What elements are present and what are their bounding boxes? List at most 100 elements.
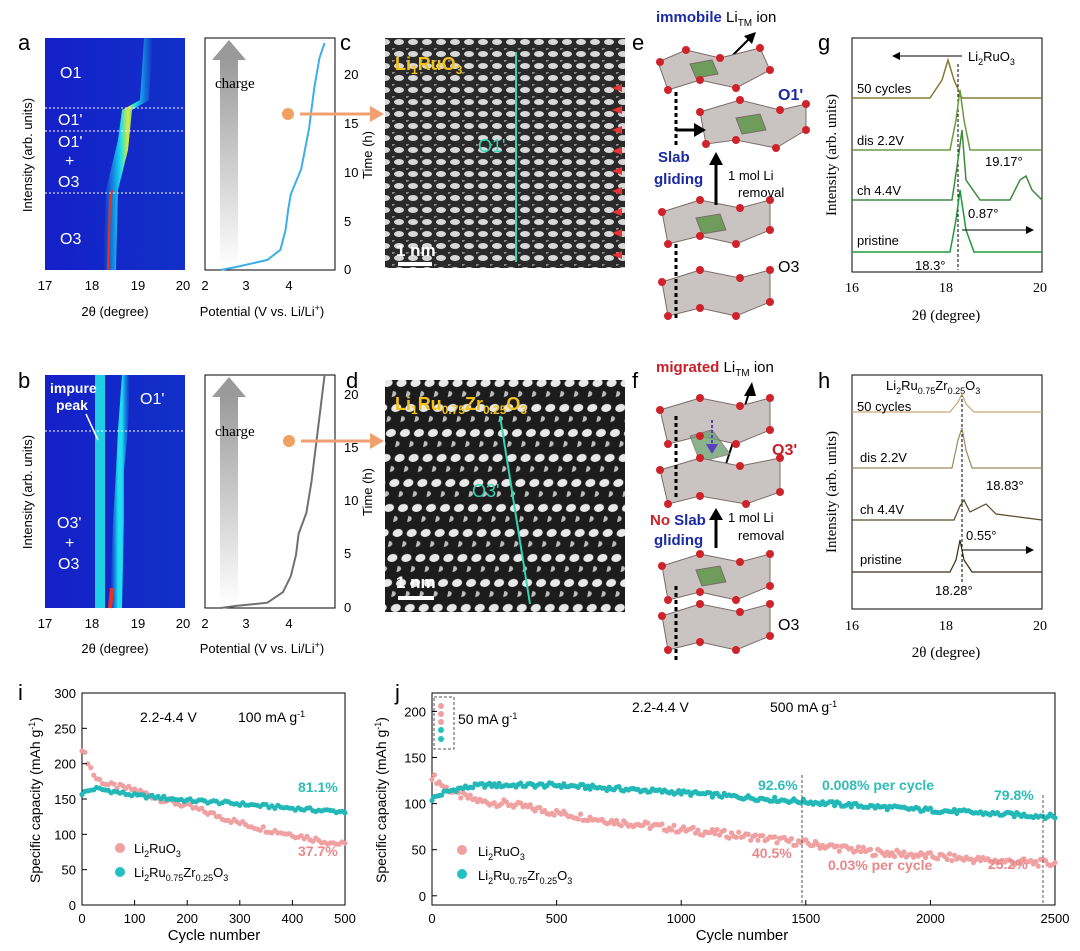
charge-label: charge [215,424,255,440]
tick-label: 15 [344,440,358,455]
tick-label: 20 [176,616,190,631]
data-point [342,810,348,816]
tick-label: 50 [62,863,76,878]
svg-text:40.5%: 40.5% [752,845,792,861]
phase-label: O3' [472,481,499,501]
panel-letter: d [346,368,358,393]
tick-label: 300 [54,686,76,701]
tick-label: 4 [285,278,292,293]
svg-text:79.8%: 79.8% [994,787,1034,803]
tick-label: 20 [344,67,358,82]
tick-label: 0 [428,911,435,926]
data-point [429,777,435,783]
data-point [947,851,953,857]
data-point [458,795,464,801]
panel-j: j 50 mA g-1 2.2-4.4 V 500 mA g-1 92.6% 0… [373,680,1069,944]
trace-label: pristine [860,552,902,567]
tick-label: 20 [1033,281,1047,296]
data-point [721,827,727,834]
tick-label: 2 [201,278,208,293]
tick-label: 1500 [791,911,820,926]
tick-label: 18 [85,278,99,293]
tick-label: 2 [201,616,208,631]
data-point [1042,857,1048,864]
data-point [304,833,310,840]
phase-label: + [65,153,74,170]
svg-text:gliding: gliding [654,171,703,188]
tick-label: 0 [344,600,351,615]
xrd-trace [852,189,1042,253]
capacity-plot-i [79,748,348,847]
data-point [834,843,840,849]
x-axis-label: 2θ (degree) [81,304,148,319]
phase-label: + [65,535,74,552]
svg-text:Slab: Slab [658,149,690,166]
tick-label: 20 [176,278,190,293]
formula: Li1Ru0.75Zr0.25O3 [395,394,527,417]
phase-label: O3' [772,442,797,459]
data-point [1033,859,1039,865]
svg-text:0.03% per cycle: 0.03% per cycle [828,857,933,873]
data-point [467,792,473,798]
tick-label: 18 [939,281,953,296]
data-point [695,827,701,833]
panel-letter: b [18,368,30,393]
panel-letter: a [18,30,31,55]
panel-c: c Li1RuO3 O1' 1 nm [340,30,625,268]
data-point [935,856,941,862]
panel-letter: g [818,30,830,55]
data-point [832,803,838,809]
svg-text:removal: removal [738,528,784,543]
data-point [491,800,497,806]
data-point [788,836,795,842]
tick-label: 19 [131,278,145,293]
trace-label: pristine [857,233,899,248]
scale-label: 1 nm [396,241,436,260]
phase-label: impure [50,380,97,396]
svg-text:92.6%: 92.6% [758,777,798,793]
phase-label: O3' [57,515,81,532]
data-point [745,831,751,838]
x-axis-label: Potential (V vs. Li/Li+) [200,640,325,656]
data-point [1052,815,1058,821]
data-point [580,782,586,788]
data-point [439,792,445,798]
svg-text:gliding: gliding [654,532,703,549]
phase-label: O1' [478,136,505,156]
initial-cycle-point [438,703,444,709]
svg-text:0.87°: 0.87° [968,206,999,221]
svg-text:50 mA g-1: 50 mA g-1 [458,711,517,727]
data-point [1011,814,1017,820]
panel-a: a O1 O1' O1' + O3 O3 17 18 19 20 2θ (deg… [18,30,190,319]
data-point [671,822,677,829]
data-point [470,785,476,791]
xrd-trace [852,539,1042,573]
peak-band-a [103,38,153,270]
phase-label: O1' [58,112,82,129]
panel-h: h Li2Ru0.75Zr0.25O3 50 cycles dis 2.2V c… [818,368,1047,661]
xrd-trace [852,392,1042,413]
data-point [342,840,348,846]
data-point [260,824,266,830]
data-point [210,810,217,816]
svg-text:100 mA g-1: 100 mA g-1 [238,709,305,725]
data-point [867,846,874,852]
phase-label: O1' [140,391,164,408]
data-point [429,797,435,804]
y-axis-label: Specific capacity (mAh g-1) [373,717,389,883]
tick-label: 100 [124,911,146,926]
data-point [443,784,449,790]
tick-label: 500 [546,911,568,926]
data-point [872,852,878,858]
data-point [575,816,581,822]
svg-text:25.2%: 25.2% [988,856,1028,872]
data-point [748,837,754,843]
x-axis-label: 2θ (degree) [912,645,980,661]
xrd-trace [852,129,1043,201]
svg-text:18.83°: 18.83° [986,478,1024,493]
voltage-curve-b [220,374,326,609]
panel-e: e immobile LiTM ion O1' Slab gliding 1 m… [632,9,810,320]
tick-label: 16 [845,619,859,634]
data-point [551,812,557,818]
y-axis-label: Time (h) [360,131,375,179]
